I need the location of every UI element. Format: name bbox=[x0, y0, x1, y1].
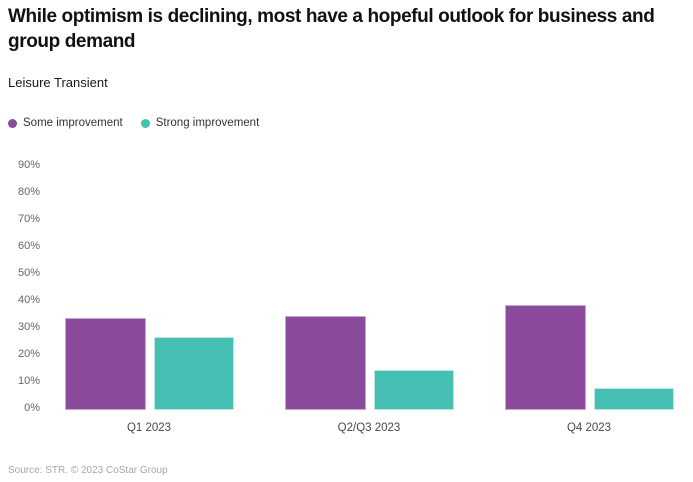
bar-some-improvement-q2-q3-2023 bbox=[285, 315, 366, 410]
y-axis-tick: 0% bbox=[24, 402, 40, 414]
y-axis-tick: 30% bbox=[17, 321, 40, 333]
legend-label: Strong improvement bbox=[155, 117, 260, 129]
legend-label: Some improvement bbox=[23, 117, 123, 129]
bar-strong-improvement-q1-2023 bbox=[154, 337, 234, 410]
y-axis-tick: 10% bbox=[17, 375, 40, 387]
x-axis-label: Q2/Q3 2023 bbox=[337, 422, 401, 434]
y-axis-tick: 70% bbox=[17, 213, 40, 225]
x-axis-label: Q4 2023 bbox=[566, 422, 612, 434]
legend-dot-icon bbox=[140, 118, 150, 128]
y-axis-tick: 80% bbox=[17, 186, 40, 198]
x-axis-label: Q1 2023 bbox=[126, 422, 172, 434]
legend-item-some-improvement: Some improvement bbox=[8, 117, 123, 129]
source-note: Source: STR. © 2023 CoStar Group bbox=[8, 465, 168, 476]
legend: Some improvement Strong improvement bbox=[8, 117, 259, 129]
y-axis-tick: 50% bbox=[17, 267, 40, 279]
chart-subtitle: Leisure Transient bbox=[8, 75, 108, 90]
y-axis-tick: 90% bbox=[17, 159, 40, 171]
bar-some-improvement-q1-2023 bbox=[65, 318, 146, 410]
bar-strong-improvement-q2-q3-2023 bbox=[374, 369, 454, 410]
chart-title: While optimism is declining, most have a… bbox=[8, 6, 655, 52]
bar-some-improvement-q4-2023 bbox=[505, 304, 586, 410]
legend-item-strong-improvement: Strong improvement bbox=[140, 117, 260, 129]
legend-dot-icon bbox=[8, 118, 17, 128]
y-axis-tick: 20% bbox=[17, 348, 40, 360]
y-axis-tick: 60% bbox=[17, 240, 40, 252]
y-axis-tick: 40% bbox=[17, 294, 40, 306]
bar-strong-improvement-q4-2023 bbox=[594, 388, 674, 410]
